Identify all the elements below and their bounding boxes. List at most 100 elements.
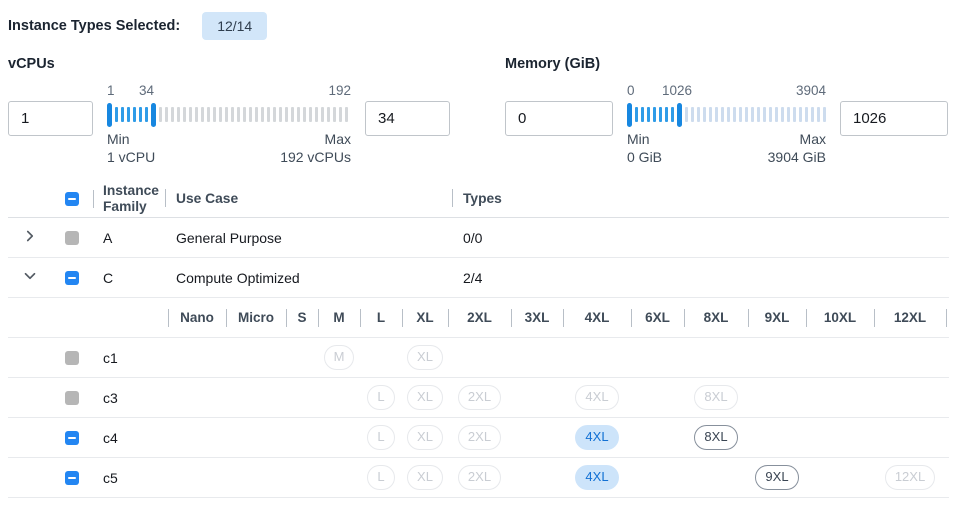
memory-min-input[interactable] bbox=[505, 101, 613, 136]
slider-tick bbox=[145, 107, 148, 122]
type-row: c3 L XL 2XL 4XL 8XL bbox=[8, 378, 949, 418]
size-badge: XL bbox=[407, 385, 443, 410]
size-badge[interactable]: 8XL bbox=[694, 425, 738, 450]
size-column-header: 4XL bbox=[563, 298, 631, 337]
vcpus-max-input[interactable] bbox=[365, 101, 450, 136]
size-cell bbox=[563, 338, 631, 377]
size-cell bbox=[748, 378, 806, 417]
max-caption: Max 3904 GiB bbox=[767, 131, 826, 165]
types-count: 2/4 bbox=[463, 269, 483, 286]
min-caption: Min 0 GiB bbox=[627, 131, 663, 165]
type-name: c1 bbox=[103, 349, 118, 366]
slider-tick bbox=[127, 107, 130, 122]
memory-max-input[interactable] bbox=[840, 101, 948, 136]
type-row-gutter: c4 bbox=[8, 418, 168, 457]
memory-captions: Min 0 GiB Max 3904 GiB bbox=[627, 131, 826, 166]
slider-tick bbox=[171, 107, 174, 122]
size-header-label: S bbox=[297, 310, 307, 325]
type-checkbox[interactable] bbox=[65, 470, 79, 485]
slider-tick bbox=[273, 107, 276, 122]
size-cell bbox=[318, 378, 360, 417]
slider-tick bbox=[315, 107, 318, 122]
size-cell bbox=[226, 378, 286, 417]
slider-handle-max[interactable] bbox=[151, 102, 156, 127]
slider-handle-min[interactable] bbox=[107, 102, 112, 127]
slider-tick bbox=[647, 107, 650, 122]
size-cell bbox=[748, 418, 806, 457]
chevron-down-icon bbox=[24, 270, 36, 285]
slider-tick bbox=[665, 107, 668, 122]
family-checkbox[interactable] bbox=[65, 270, 79, 285]
size-cell bbox=[511, 418, 563, 457]
slider-tick bbox=[249, 107, 252, 122]
size-badge[interactable]: 4XL bbox=[575, 465, 619, 490]
expand-cell bbox=[8, 226, 52, 250]
slider-tick bbox=[757, 107, 760, 122]
slider-tick bbox=[739, 107, 742, 122]
slider-tick bbox=[159, 107, 162, 122]
size-badge[interactable]: 4XL bbox=[575, 425, 619, 450]
scale-max-label: 192 bbox=[328, 83, 351, 98]
slider-tick bbox=[703, 107, 706, 122]
size-header-label: 10XL bbox=[823, 310, 857, 325]
slider-tick bbox=[653, 107, 656, 122]
slider-tick bbox=[121, 107, 124, 122]
memory-slider-track[interactable] bbox=[627, 101, 826, 128]
type-checkbox[interactable] bbox=[65, 390, 79, 405]
size-cell bbox=[631, 458, 684, 497]
slider-tick bbox=[237, 107, 240, 122]
slider-tick bbox=[219, 107, 222, 122]
size-badge: XL bbox=[407, 425, 443, 450]
type-checkbox[interactable] bbox=[65, 350, 79, 365]
size-cell bbox=[226, 458, 286, 497]
vcpus-min-input[interactable] bbox=[8, 101, 93, 136]
family-row: C Compute Optimized 2/4 bbox=[8, 258, 949, 298]
slider-tick bbox=[333, 107, 336, 122]
slider-tick bbox=[709, 107, 712, 122]
expand-toggle[interactable] bbox=[18, 266, 42, 290]
slider-handle-min[interactable] bbox=[627, 102, 632, 127]
selected-count-badge: 12/14 bbox=[202, 12, 268, 40]
size-cell: 12XL bbox=[874, 458, 946, 497]
size-cell: 8XL bbox=[684, 418, 748, 457]
select-all-checkbox[interactable] bbox=[65, 191, 79, 206]
size-cell bbox=[226, 418, 286, 457]
type-checkbox-cell bbox=[52, 390, 93, 405]
type-checkbox[interactable] bbox=[65, 430, 79, 445]
column-separator bbox=[946, 308, 947, 327]
size-cell bbox=[511, 458, 563, 497]
size-badge: XL bbox=[407, 465, 443, 490]
slider-tick bbox=[255, 107, 258, 122]
slider-tick bbox=[309, 107, 312, 122]
vcpus-slider-track[interactable] bbox=[107, 101, 351, 128]
size-cell: XL bbox=[402, 458, 448, 497]
size-cell: 2XL bbox=[448, 378, 511, 417]
slider-tick bbox=[339, 107, 342, 122]
slider-tick bbox=[321, 107, 324, 122]
memory-filter: Memory (GiB) 0 1026 3904 Min 0 GiB bbox=[505, 56, 949, 166]
slider-tick bbox=[697, 107, 700, 122]
family-column-header: Instance Family bbox=[93, 183, 165, 215]
type-checkbox-cell bbox=[52, 350, 93, 365]
slider-tick bbox=[775, 107, 778, 122]
size-column-header: 9XL bbox=[748, 298, 806, 337]
type-row: c1 M XL bbox=[8, 338, 949, 378]
size-cell bbox=[511, 338, 563, 377]
slider-tick bbox=[715, 107, 718, 122]
size-column-header: 2XL bbox=[448, 298, 511, 337]
scale-current-label: 34 bbox=[139, 83, 155, 98]
size-cell bbox=[874, 378, 946, 417]
slider-handle-max[interactable] bbox=[677, 102, 682, 127]
slider-tick bbox=[641, 107, 644, 122]
size-cell bbox=[806, 378, 874, 417]
size-column-header: 3XL bbox=[511, 298, 563, 337]
size-badge[interactable]: 9XL bbox=[755, 465, 799, 490]
size-badge: 12XL bbox=[884, 465, 936, 490]
size-cell bbox=[874, 418, 946, 457]
expand-toggle[interactable] bbox=[18, 226, 42, 250]
max-caption: Max 192 vCPUs bbox=[280, 131, 351, 165]
size-header-label: Nano bbox=[180, 310, 214, 325]
slider-tick bbox=[201, 107, 204, 122]
family-checkbox[interactable] bbox=[65, 230, 79, 245]
size-badge: L bbox=[367, 385, 395, 410]
